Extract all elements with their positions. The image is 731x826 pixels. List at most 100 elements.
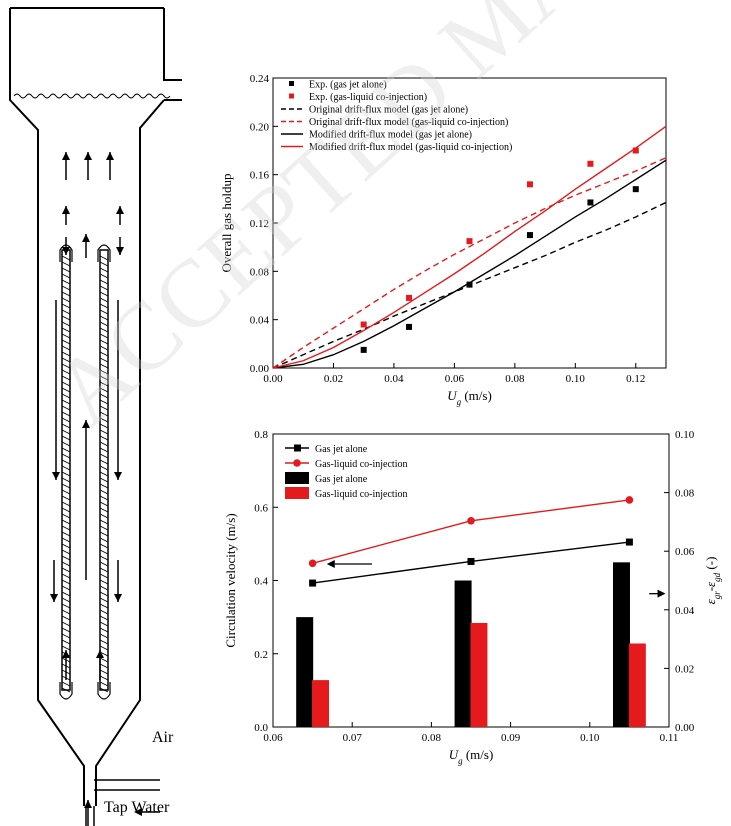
series-line	[272, 159, 667, 369]
left-axis-arrow-head	[326, 560, 335, 569]
draft-tube-hatch	[61, 339, 71, 345]
up-arrow-head	[84, 800, 92, 808]
draft-tube-hatch	[61, 429, 71, 435]
draft-tube-hatch	[61, 345, 71, 351]
legend-label: Gas-liquid co-injection	[315, 489, 407, 500]
draft-tube-hatch	[61, 567, 71, 573]
draft-tube-hatch	[99, 477, 109, 483]
y2-tick-label: 0.10	[675, 429, 695, 441]
reactor-wall-right	[95, 99, 182, 806]
draft-tube-hatch	[99, 585, 109, 591]
series-line	[272, 201, 667, 369]
up-arrow-head	[82, 420, 90, 428]
gas-holdup-chart: 0.00 0.02 0.04 0.06 0.08 0.10 0.12 0.00 0.04 0.08…	[219, 73, 667, 407]
down-arrow-head	[62, 247, 70, 255]
draft-tube-hatch	[61, 591, 71, 597]
draft-tube-hatch	[61, 435, 71, 441]
draft-tube-hatch	[61, 687, 71, 693]
air-label: Air	[152, 729, 174, 746]
draft-tube-hatch	[61, 507, 71, 513]
air-pipe	[94, 779, 160, 791]
draft-tube-hatch	[99, 309, 109, 315]
draft-tube-hatch	[61, 543, 71, 549]
draft-tube-hatch	[99, 687, 109, 693]
legend-marker	[289, 81, 294, 86]
axis-label-part: -ε	[703, 581, 718, 591]
draft-tube-hatch	[99, 381, 109, 387]
circulation-velocity-chart: 0.06 0.07 0.08 0.09 0.10 0.11 0.0 0.2 0.4 0.6 0.8 0…	[223, 429, 722, 766]
draft-tube-hatch	[61, 279, 71, 285]
draft-tube-hatch	[61, 369, 71, 375]
draft-tube-hatch	[99, 411, 109, 417]
draft-tube-hatch	[99, 261, 109, 267]
data-point	[632, 147, 639, 154]
draft-tube-hatch	[61, 495, 71, 501]
legend-marker	[289, 93, 294, 99]
draft-tube-hatch	[61, 417, 71, 423]
y2-tick-label: 0.04	[675, 605, 695, 617]
down-arrow-head	[52, 472, 60, 480]
draft-tube-hatch	[99, 483, 109, 489]
draft-tube-hatch	[99, 435, 109, 441]
draft-tube-hatch	[61, 465, 71, 471]
up-arrow-head	[116, 206, 124, 214]
axis-label-part: gr	[712, 591, 722, 600]
draft-tube-hatch	[61, 585, 71, 591]
draft-tube-hatch	[61, 357, 71, 363]
draft-tube-hatch	[99, 633, 109, 639]
draft-tube-hatch	[99, 663, 109, 669]
bar	[312, 680, 330, 727]
axis-label-part: (-)	[703, 557, 718, 573]
draft-tube-hatch	[99, 513, 109, 519]
x-tick-label: 0.10	[580, 732, 600, 744]
bar	[454, 580, 472, 727]
axis-label-part: ε	[703, 598, 718, 604]
draft-tube-hatch	[61, 321, 71, 327]
draft-tube-hatch	[99, 519, 109, 525]
legend-label: Original drift-flux model (gas jet alone…	[309, 105, 468, 116]
draft-tube-hatch	[61, 573, 71, 579]
draft-tube-hatch	[61, 309, 71, 315]
legend-label: Gas jet alone	[315, 444, 368, 455]
draft-tube-hatch	[61, 681, 71, 687]
y-tick-label: 0.12	[250, 218, 269, 230]
draft-tube-hatch	[61, 363, 71, 369]
draft-tube-hatch	[99, 603, 109, 609]
draft-tube-hatch	[61, 561, 71, 567]
data-point	[466, 238, 473, 245]
draft-tube-hatch	[61, 531, 71, 537]
draft-tube-hatch	[99, 405, 109, 411]
turn-arrow-top-1	[97, 244, 111, 262]
up-arrow-head	[62, 152, 70, 160]
draft-tube-hatch	[99, 609, 109, 615]
draft-tube-hatch	[99, 417, 109, 423]
x-tick-label: 0.00	[263, 373, 283, 385]
y-tick-label: 0.6	[254, 502, 268, 514]
x-tick-label: 0.08	[505, 373, 525, 385]
draft-tube-hatch	[61, 285, 71, 291]
reactor-wall-right-top	[163, 8, 182, 81]
series-line	[272, 157, 667, 369]
axis-label: Ug (m/s)	[447, 388, 492, 407]
draft-tube-hatch	[99, 357, 109, 363]
air-arrow-head	[134, 808, 142, 816]
axis-label-part: (m/s)	[461, 388, 492, 403]
draft-tube-hatch	[61, 633, 71, 639]
draft-tube-hatch	[61, 471, 71, 477]
y-tick-label: 0.08	[250, 266, 270, 278]
draft-tube-hatch	[61, 327, 71, 333]
draft-tube-hatch	[99, 345, 109, 351]
draft-tube-hatch	[99, 339, 109, 345]
data-point	[466, 281, 473, 288]
bar	[296, 617, 314, 727]
legend-swatch	[285, 487, 309, 499]
x-tick-label: 0.08	[422, 732, 442, 744]
axis-label-part: g	[458, 756, 463, 766]
data-point	[526, 232, 533, 239]
draft-tube-hatch	[61, 597, 71, 603]
draft-tube-hatch	[99, 363, 109, 369]
draft-tube-hatch	[61, 387, 71, 393]
draft-tube-hatch	[61, 519, 71, 525]
draft-tube-hatch	[99, 393, 109, 399]
y-axis-label: Overall gas holdup	[219, 174, 234, 273]
